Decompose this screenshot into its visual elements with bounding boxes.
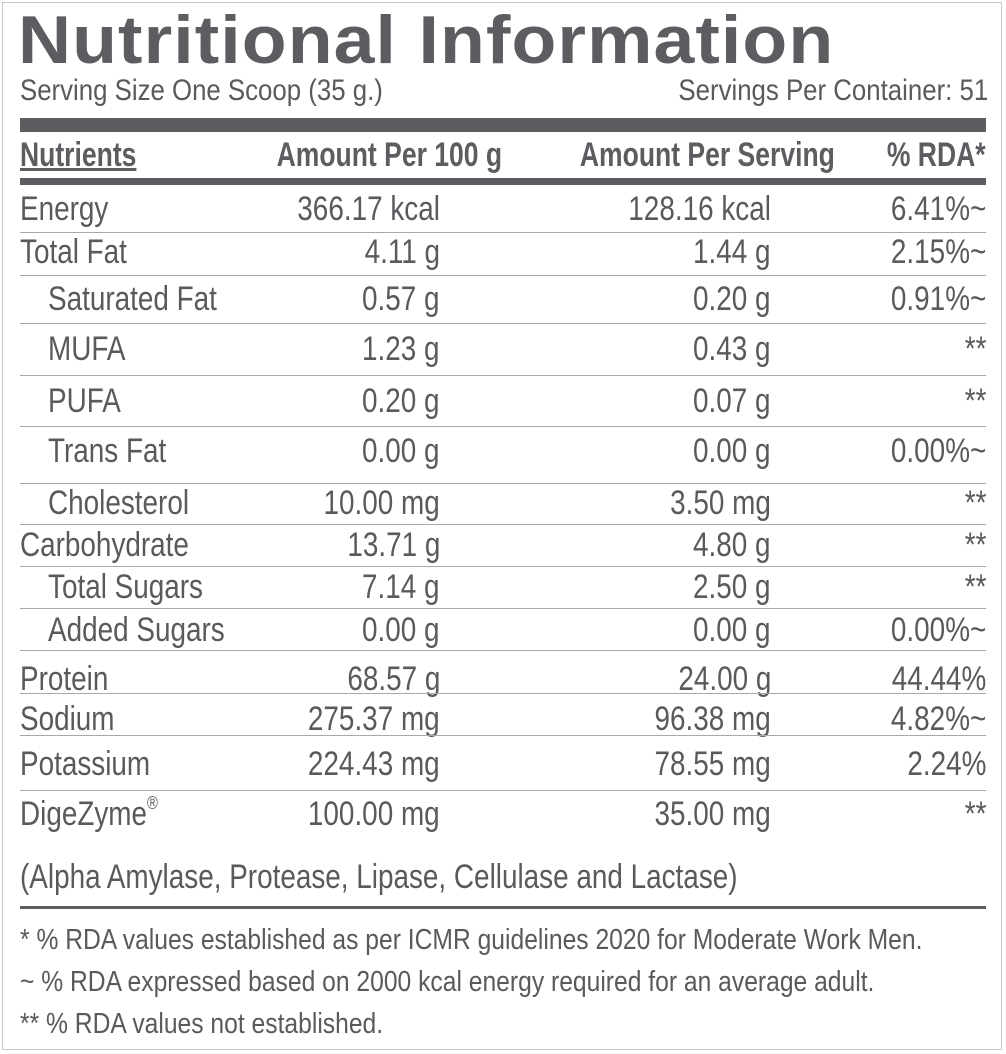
rda-percent: 0.00%~ (890, 432, 986, 470)
amount-per-100g: 275.37 mg (308, 700, 440, 738)
row-divider (20, 375, 986, 376)
rda-percent: 2.15%~ (890, 233, 986, 271)
row-divider (20, 693, 986, 694)
row-divider (20, 735, 986, 736)
nutrient-name: MUFA (48, 330, 126, 368)
digezyme-note: (Alpha Amylase, Protease, Lipase, Cellul… (20, 858, 738, 896)
row-divider (20, 650, 986, 651)
row-divider (20, 608, 986, 609)
footnote-not-established: ** % RDA values not established. (20, 1008, 384, 1040)
nutrient-name: Total Sugars (48, 568, 203, 606)
amount-per-100g: 224.43 mg (308, 745, 440, 783)
amount-per-100g: 0.00 g (362, 432, 440, 470)
amount-per-serving: 78.55 mg (654, 745, 771, 783)
amount-per-serving: 0.00 g (693, 611, 771, 649)
nutrient-name: Sodium (20, 700, 115, 738)
amount-per-serving: 35.00 mg (654, 795, 771, 833)
row-divider (20, 790, 986, 791)
amount-per-100g: 100.00 mg (308, 795, 440, 833)
rda-percent: 2.24% (906, 745, 986, 783)
amount-per-serving: 128.16 kcal (628, 190, 771, 228)
row-divider (20, 483, 986, 484)
amount-per-100g: 0.00 g (362, 611, 440, 649)
column-header-rda: % RDA* (887, 136, 986, 174)
divider-thick-top (20, 118, 986, 132)
nutrient-name: Energy (20, 190, 109, 228)
row-divider (20, 232, 986, 233)
nutrient-name: Added Sugars (48, 611, 225, 649)
nutrient-name: Potassium (20, 745, 151, 783)
label-title: Nutritional Information (18, 2, 835, 78)
row-divider (20, 566, 986, 567)
amount-per-100g: 1.23 g (362, 330, 440, 368)
nutrient-name: Protein (20, 660, 109, 698)
amount-per-100g: 366.17 kcal (297, 190, 440, 228)
rda-percent: 6.41%~ (890, 190, 986, 228)
nutrient-name: Trans Fat (48, 432, 167, 470)
amount-per-serving: 96.38 mg (654, 700, 771, 738)
amount-per-100g: 7.14 g (362, 568, 440, 606)
nutrient-name: Total Fat (20, 233, 127, 271)
amount-per-serving: 2.50 g (693, 568, 771, 606)
divider-header (20, 178, 986, 185)
column-header-per-serving: Amount Per Serving (580, 136, 835, 174)
amount-per-100g: 0.20 g (362, 382, 440, 420)
amount-per-serving: 3.50 mg (670, 484, 771, 522)
rda-percent: 4.82%~ (890, 700, 986, 738)
amount-per-serving: 4.80 g (693, 526, 771, 564)
amount-per-100g: 13.71 g (346, 526, 440, 564)
servings-per-container: Servings Per Container: 51 (678, 74, 988, 107)
rda-percent: ** (964, 382, 986, 420)
nutrient-name: Saturated Fat (48, 280, 217, 318)
row-divider (20, 524, 986, 525)
row-divider (20, 275, 986, 276)
rda-percent: 0.91%~ (890, 280, 986, 318)
amount-per-serving: 0.07 g (693, 382, 771, 420)
divider-footnotes (20, 906, 986, 909)
rda-percent: ** (964, 795, 986, 833)
amount-per-serving: 0.20 g (693, 280, 771, 318)
nutrient-name: DigeZyme® (20, 793, 158, 833)
column-header-nutrients: Nutrients (20, 136, 137, 174)
rda-percent: 44.44% (891, 660, 986, 698)
rda-percent: ** (964, 526, 986, 564)
footnote-energy: ~ % RDA expressed based on 2000 kcal ene… (20, 966, 875, 998)
nutrient-name: Carbohydrate (20, 526, 189, 564)
registered-mark: ® (147, 793, 158, 813)
rda-percent: 0.00%~ (890, 611, 986, 649)
serving-size: Serving Size One Scoop (35 g.) (20, 74, 383, 107)
nutrient-name: Cholesterol (48, 484, 190, 522)
row-divider (20, 323, 986, 324)
amount-per-100g: 0.57 g (362, 280, 440, 318)
rda-percent: ** (964, 484, 986, 522)
rda-percent: ** (964, 330, 986, 368)
rda-percent: ** (964, 568, 986, 606)
column-header-per100: Amount Per 100 g (276, 136, 502, 174)
footnote-rda: * % RDA values established as per ICMR g… (20, 924, 923, 956)
row-divider (20, 426, 986, 427)
amount-per-serving: 0.00 g (693, 432, 771, 470)
amount-per-serving: 24.00 g (677, 660, 771, 698)
amount-per-100g: 10.00 mg (323, 484, 440, 522)
amount-per-100g: 68.57 g (346, 660, 440, 698)
amount-per-serving: 0.43 g (693, 330, 771, 368)
amount-per-serving: 1.44 g (693, 233, 771, 271)
nutrient-name: PUFA (48, 382, 121, 420)
amount-per-100g: 4.11 g (364, 233, 440, 271)
